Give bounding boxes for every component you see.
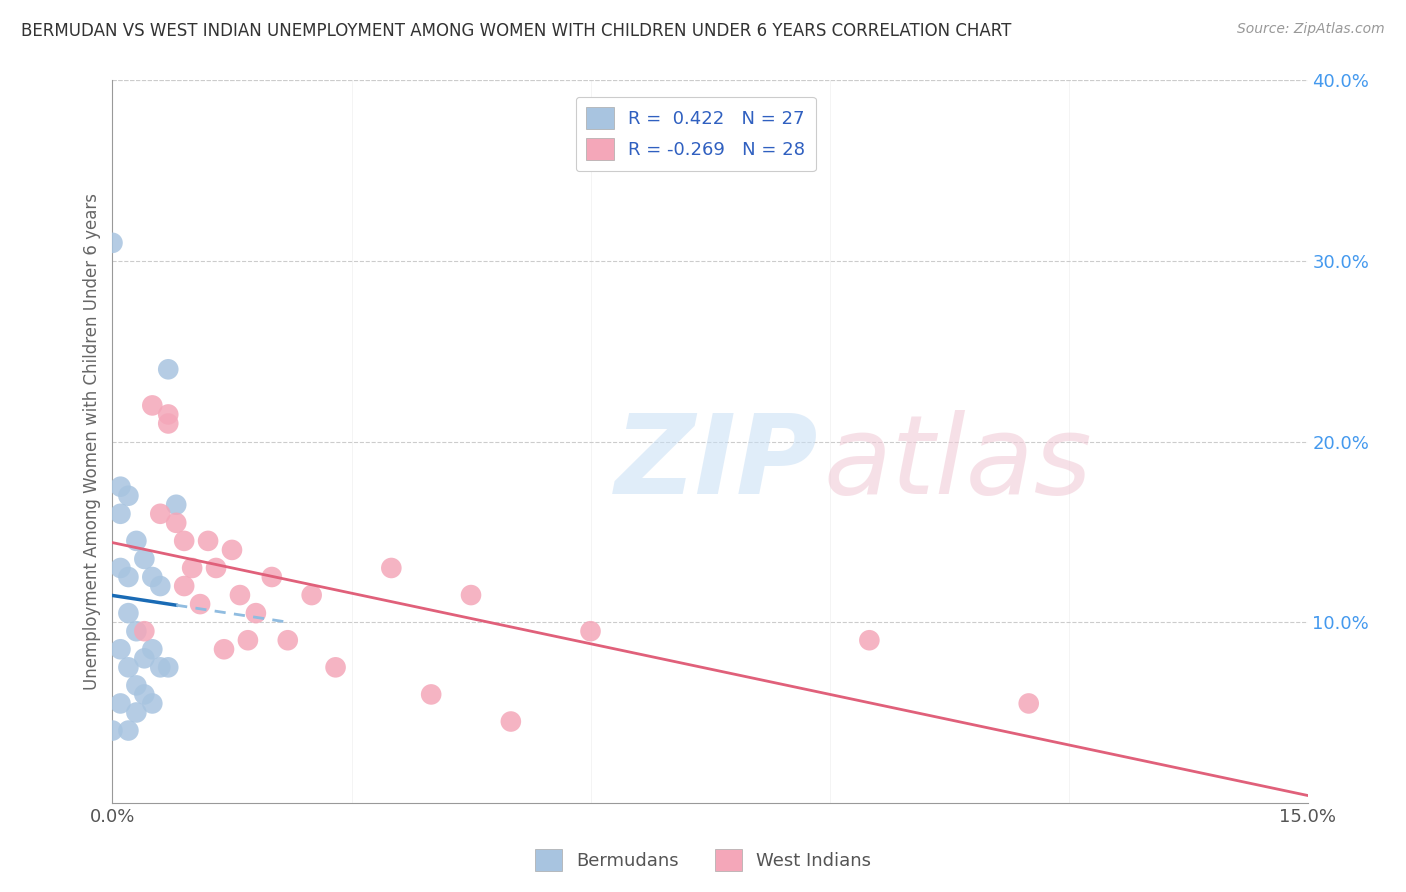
Point	[141, 570, 163, 584]
Point	[117, 660, 139, 674]
Point	[157, 660, 180, 674]
Point	[110, 507, 132, 521]
Point	[188, 597, 211, 611]
Point	[134, 624, 156, 639]
Y-axis label: Unemployment Among Women with Children Under 6 years: Unemployment Among Women with Children U…	[83, 193, 101, 690]
Text: BERMUDAN VS WEST INDIAN UNEMPLOYMENT AMONG WOMEN WITH CHILDREN UNDER 6 YEARS COR: BERMUDAN VS WEST INDIAN UNEMPLOYMENT AMO…	[21, 22, 1011, 40]
Point	[141, 642, 163, 657]
Point	[141, 697, 163, 711]
Point	[110, 480, 132, 494]
Point	[858, 633, 880, 648]
Text: atlas: atlas	[824, 409, 1092, 516]
Legend: Bermudans, West Indians: Bermudans, West Indians	[527, 842, 879, 879]
Point	[125, 678, 148, 692]
Point	[125, 706, 148, 720]
Point	[173, 579, 195, 593]
Point	[134, 552, 156, 566]
Point	[165, 498, 187, 512]
Point	[117, 606, 139, 620]
Point	[157, 408, 180, 422]
Point	[325, 660, 347, 674]
Point	[157, 362, 180, 376]
Point	[110, 642, 132, 657]
Point	[117, 723, 139, 738]
Text: Source: ZipAtlas.com: Source: ZipAtlas.com	[1237, 22, 1385, 37]
Point	[499, 714, 522, 729]
Point	[125, 624, 148, 639]
Point	[1018, 697, 1040, 711]
Point	[420, 687, 443, 701]
Point	[149, 507, 172, 521]
Point	[460, 588, 482, 602]
Point	[212, 642, 235, 657]
Point	[301, 588, 323, 602]
Point	[277, 633, 299, 648]
Point	[197, 533, 219, 548]
Point	[149, 660, 172, 674]
Point	[110, 697, 132, 711]
Point	[173, 533, 195, 548]
Point	[245, 606, 267, 620]
Point	[205, 561, 228, 575]
Point	[236, 633, 259, 648]
Point	[157, 417, 180, 431]
Point	[380, 561, 402, 575]
Legend: R =  0.422   N = 27, R = -0.269   N = 28: R = 0.422 N = 27, R = -0.269 N = 28	[575, 96, 815, 171]
Point	[101, 235, 124, 250]
Point	[110, 561, 132, 575]
Point	[181, 561, 204, 575]
Point	[117, 489, 139, 503]
Text: ZIP: ZIP	[614, 409, 818, 516]
Point	[579, 624, 602, 639]
Point	[134, 687, 156, 701]
Point	[221, 542, 243, 557]
Point	[165, 516, 187, 530]
Point	[101, 723, 124, 738]
Point	[141, 398, 163, 412]
Point	[117, 570, 139, 584]
Point	[149, 579, 172, 593]
Point	[229, 588, 252, 602]
Point	[260, 570, 283, 584]
Point	[125, 533, 148, 548]
Point	[134, 651, 156, 665]
